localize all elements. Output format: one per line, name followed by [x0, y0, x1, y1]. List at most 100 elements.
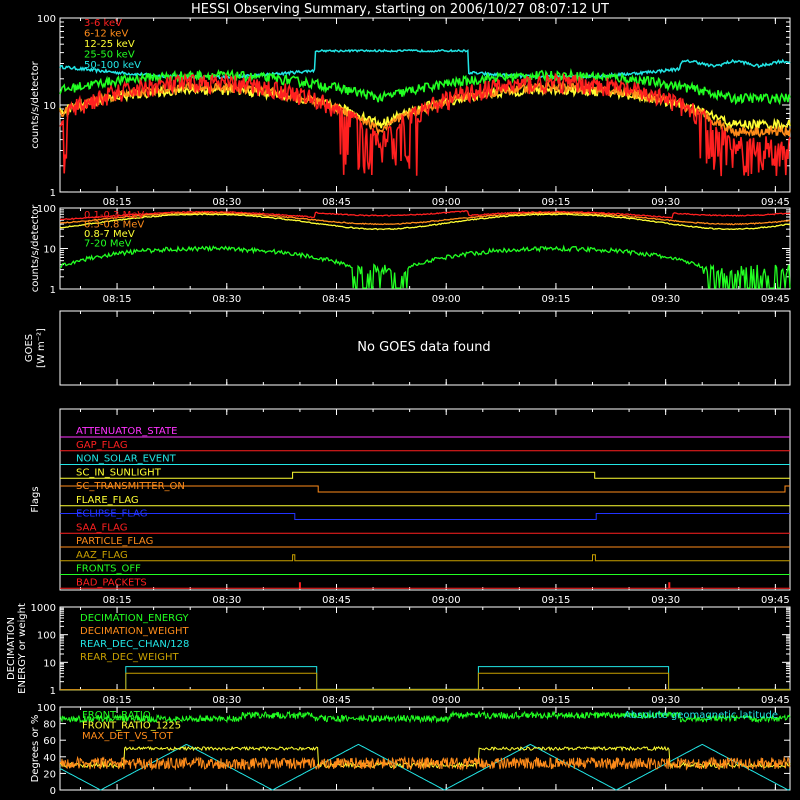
series-line — [59, 211, 791, 226]
y-tick-label: 1 — [50, 285, 56, 296]
series-line — [59, 213, 791, 231]
series-line — [59, 710, 791, 724]
x-tick-label: 09:30 — [651, 294, 680, 305]
legend-entry: REAR_DEC_CHAN/128 — [80, 639, 189, 650]
y-tick-label: 60 — [43, 736, 56, 747]
y-axis-label: Degrees or % — [30, 715, 41, 783]
x-tick-label: 09:00 — [432, 294, 461, 305]
x-tick-label: 08:15 — [103, 294, 132, 305]
y-axis-label: GOES — [24, 334, 35, 362]
y-tick-label: 80 — [43, 720, 56, 731]
legend-entry: 0.8-7 MeV — [84, 229, 135, 240]
legend-entry: 50-100 keV — [84, 60, 141, 71]
series-line — [59, 244, 791, 289]
series-line — [125, 666, 790, 690]
flag-label: PARTICLE_FLAG — [76, 536, 153, 547]
y-tick-label: 100 — [37, 703, 56, 714]
legend-entry: DECIMATION_WEIGHT — [80, 626, 189, 637]
x-tick-label: 09:30 — [651, 695, 680, 706]
legend-entry: MAX_DET_VS_TOT — [82, 731, 174, 742]
x-tick-label: 09:15 — [542, 294, 571, 305]
flag-label: NON_SOLAR_EVENT — [76, 454, 177, 465]
x-tick-label: 08:30 — [212, 197, 241, 208]
x-tick-label: 09:45 — [761, 695, 790, 706]
panel-frame — [59, 408, 791, 591]
flag-label: FLARE_FLAG — [76, 495, 139, 506]
x-tick-label: 08:30 — [212, 294, 241, 305]
legend-entry: 3-6 keV — [84, 18, 122, 29]
x-tick-label: 08:30 — [212, 595, 241, 606]
x-tick-label: 08:30 — [212, 695, 241, 706]
y-tick-label: 1 — [50, 188, 56, 199]
x-tick-label: 08:45 — [322, 197, 351, 208]
x-tick-label: 08:45 — [322, 595, 351, 606]
series-line — [59, 68, 791, 106]
x-tick-label: 09:45 — [761, 294, 790, 305]
legend-entry: DECIMATION_ENERGY — [80, 613, 189, 624]
series-line — [59, 48, 791, 80]
legend-entry: 25-50 keV — [84, 50, 135, 61]
flag-line — [60, 471, 790, 479]
y-tick-label: 0 — [50, 786, 56, 797]
series-line — [59, 72, 791, 177]
panel-frame — [59, 310, 791, 386]
flag-label: ATTENUATOR_STATE — [76, 426, 177, 437]
legend-entry: FRONT_RATIO — [82, 710, 151, 721]
x-tick-label: 08:45 — [322, 695, 351, 706]
flag-label: BAD_PACKETS — [76, 577, 147, 588]
legend-entry: FRONT_RATIO_1225 — [82, 721, 181, 732]
y-tick-label: 100 — [37, 631, 56, 642]
series-line — [59, 755, 791, 771]
flag-line — [60, 554, 790, 562]
y-tick-label: 1000 — [31, 603, 56, 614]
y-tick-label: 100 — [37, 14, 56, 25]
x-tick-label: 09:30 — [651, 595, 680, 606]
x-tick-label: 09:15 — [542, 595, 571, 606]
flag-label: GAP_FLAG — [76, 440, 128, 451]
panel-5: 1 10 100 1000 DECIMATION ENERGY or weight 08:1… — [6, 603, 791, 706]
y-tick-label: 100 — [37, 204, 56, 215]
y-tick-label: 10 — [43, 658, 56, 669]
figure-title: HESSI Observing Summary, starting on 200… — [191, 2, 609, 17]
y-axis-label: counts/s/detector — [30, 60, 41, 148]
x-tick-label: 08:15 — [103, 595, 132, 606]
panel-frame — [59, 706, 791, 791]
x-tick-label: 08:15 — [103, 197, 132, 208]
legend-entry: 7-20 MeV — [84, 239, 132, 250]
x-tick-label: 09:15 — [542, 197, 571, 208]
y-axis-label: counts/s/detector — [30, 204, 41, 292]
y-tick-label: 10 — [43, 245, 56, 256]
x-tick-label: 09:00 — [432, 595, 461, 606]
y-axis-label-line1: DECIMATION — [6, 617, 17, 680]
legend-entry: Absolute geomagnetic latitude — [624, 710, 778, 721]
legend-entry: 12-25 keV — [84, 39, 135, 50]
panel-frame — [59, 207, 791, 290]
y-axis-unit: [W m⁻²] — [36, 328, 47, 368]
legend-entry: 0.1-0.3 MeV — [84, 210, 144, 221]
y-tick-label: 40 — [43, 753, 56, 764]
flag-label: AAZ_FLAG — [76, 550, 128, 561]
x-tick-label: 09:30 — [651, 197, 680, 208]
legend-entry: 0.3-0.8 MeV — [84, 220, 144, 231]
y-tick-label: 10 — [43, 101, 56, 112]
flag-label: SC_IN_SUNLIGHT — [76, 467, 162, 478]
y-tick-label: 20 — [43, 769, 56, 780]
x-tick-label: 09:45 — [761, 595, 790, 606]
no-data-message: No GOES data found — [357, 340, 490, 355]
x-tick-label: 09:00 — [432, 695, 461, 706]
panel-4: Flags 08:15 08:30 08:45 09:00 09:15 09:30 09:45… — [30, 408, 791, 606]
x-tick-label: 09:15 — [542, 695, 571, 706]
legend-entry: 6-12 keV — [84, 29, 128, 40]
legend-entry: REAR_DEC_WEIGHT — [80, 652, 179, 663]
x-tick-label: 09:45 — [761, 197, 790, 208]
x-tick-label: 08:45 — [322, 294, 351, 305]
panel-3: GOES [W m⁻²] No GOES data found — [24, 310, 791, 386]
y-tick-label: 1 — [50, 686, 56, 697]
y-axis-label-line2: ENERGY or weight — [17, 603, 28, 694]
x-tick-label: 09:00 — [432, 197, 461, 208]
panel-1: 1 10 100 counts/s/detector 08:15 08:30 08:45 09… — [30, 14, 791, 208]
flag-line — [60, 513, 790, 520]
